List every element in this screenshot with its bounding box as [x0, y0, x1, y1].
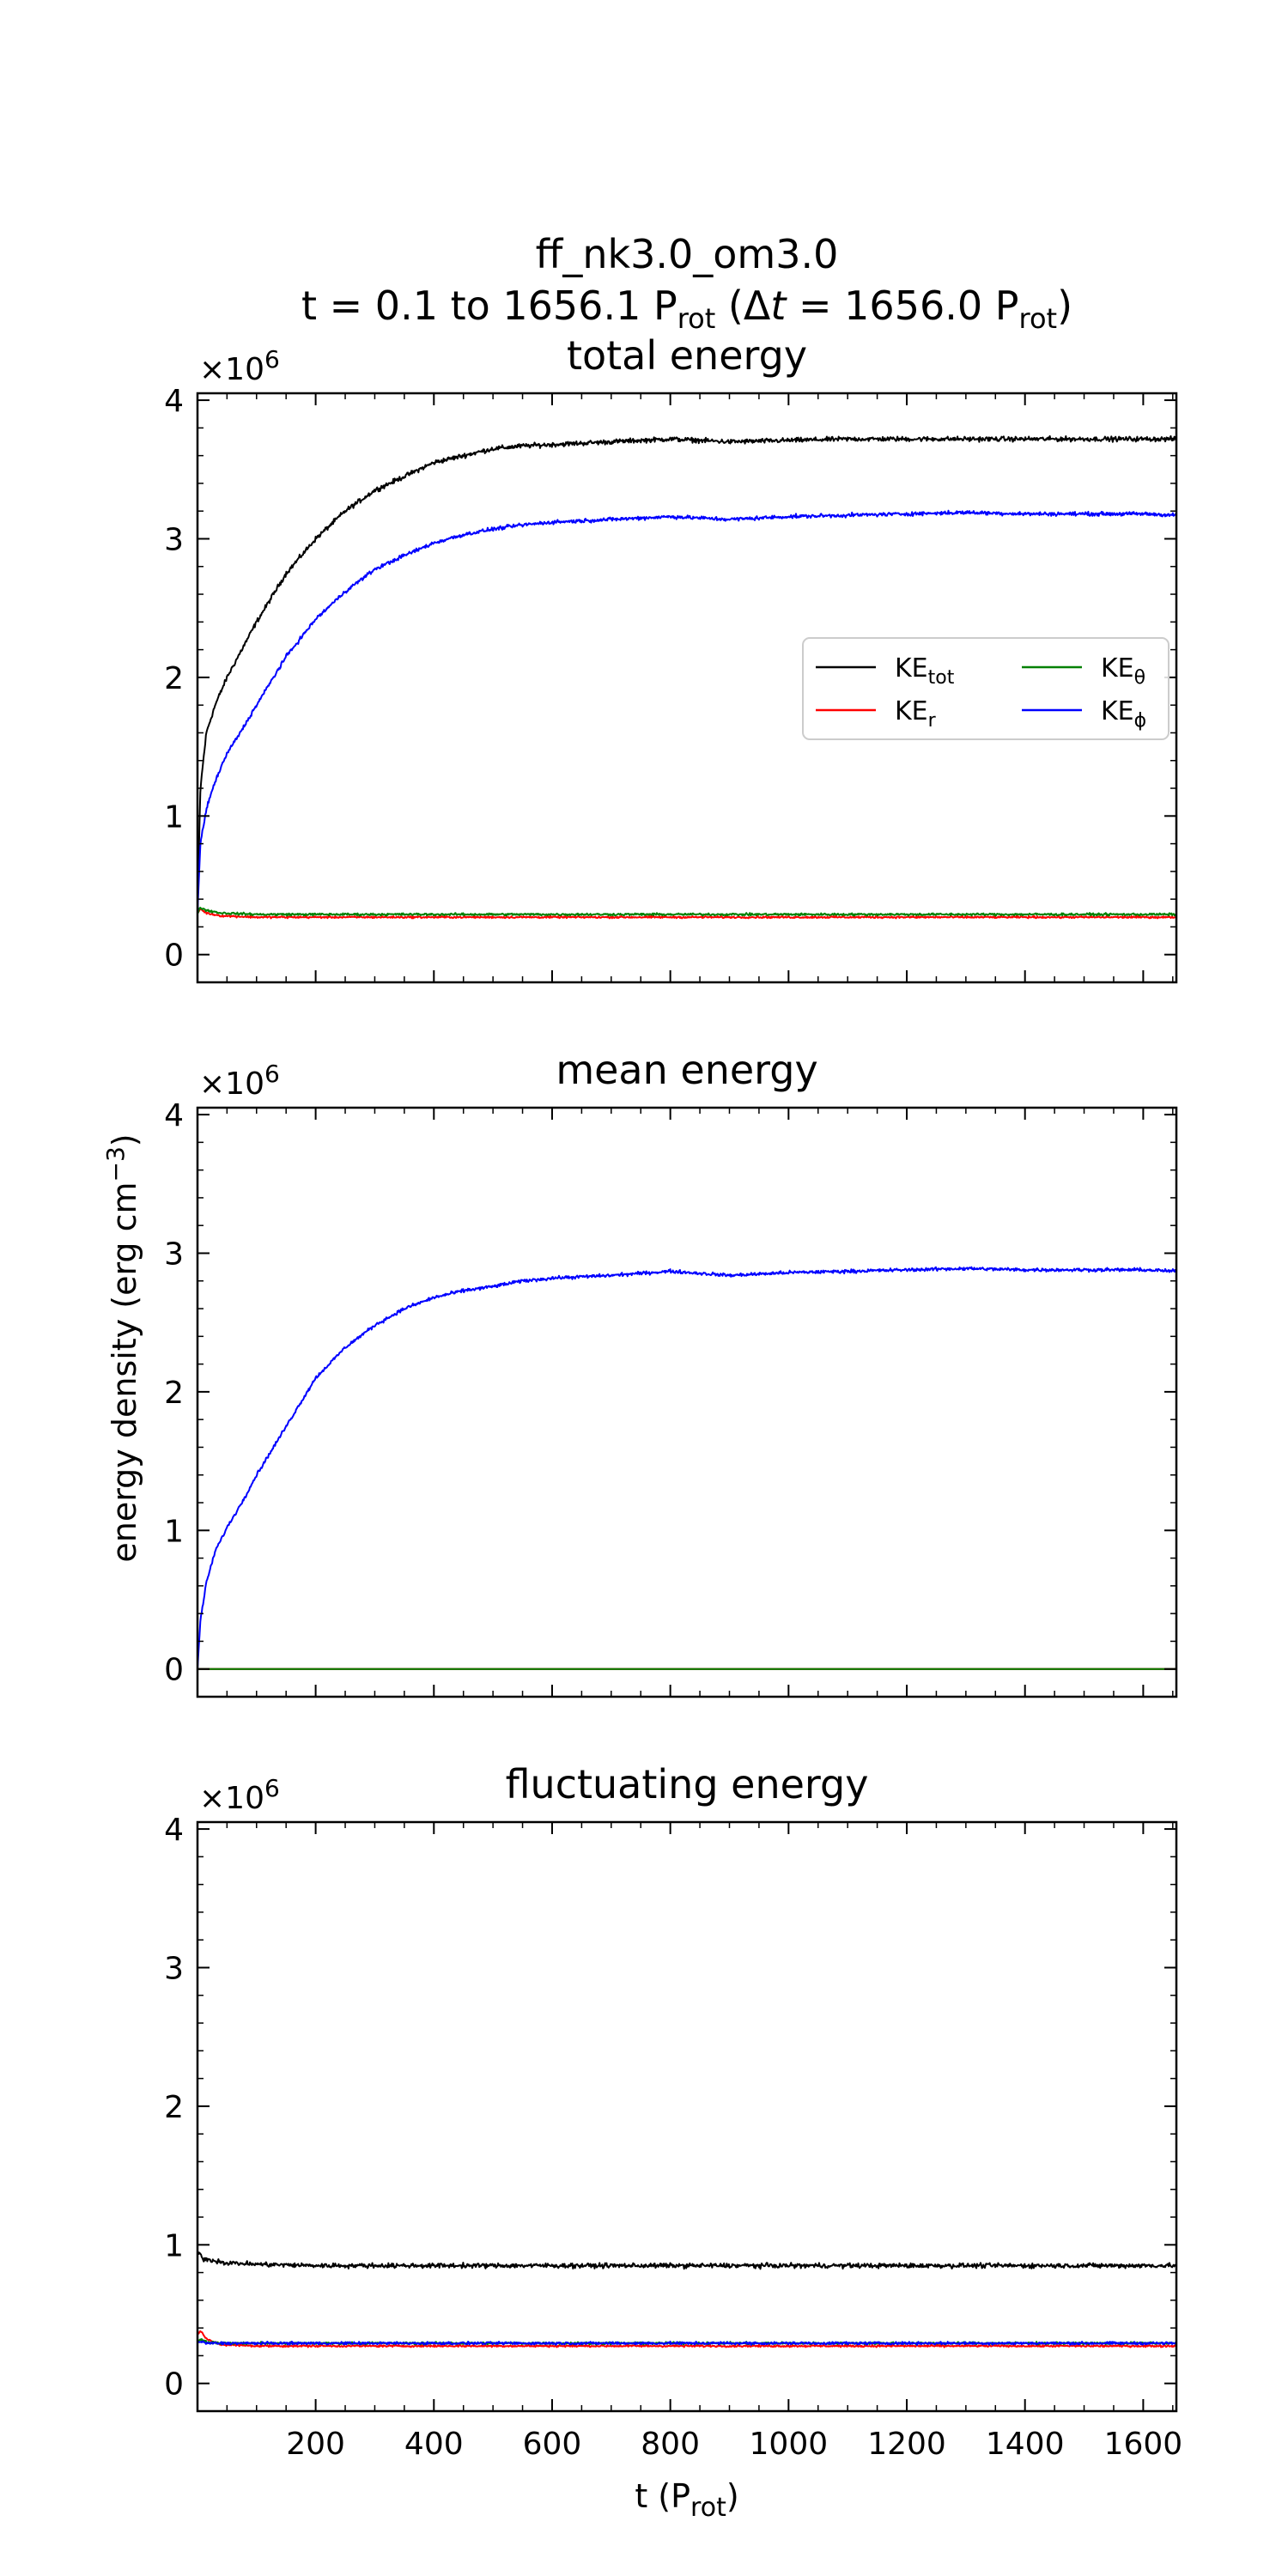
- series-line-tot: [197, 434, 1176, 914]
- legend: KEtot KEθ KEr KEϕ: [802, 637, 1170, 740]
- panel-mean-energy: 0 1 2 3 4: [164, 1098, 1178, 1698]
- multiplier-fluct: ×106: [199, 1774, 280, 1816]
- panel-title-fluct: fluctuating energy: [506, 1761, 869, 1807]
- series-line-phi: [197, 1266, 1176, 1670]
- x-tick-label: 1600: [1104, 2427, 1183, 2462]
- y-tick-label: 1: [164, 1514, 184, 1549]
- y-tick-label: 3: [164, 1951, 184, 1986]
- x-tick-label: 200: [286, 2427, 345, 2462]
- y-tick-label: 4: [164, 384, 184, 419]
- legend-entry-tot: KEtot: [816, 653, 955, 689]
- plot-frame: [196, 1106, 1178, 1698]
- x-tick-label: 1400: [986, 2427, 1065, 2462]
- series-group: [197, 2251, 1176, 2348]
- x-tick-label: 400: [404, 2427, 464, 2462]
- x-tick-label: 800: [641, 2427, 700, 2462]
- series-line-phi: [197, 509, 1176, 914]
- series-line-r: [197, 908, 1176, 920]
- panel-fluctuating-energy: 200 400 600 800 1000 1200 1400 1600 0 1 2 3 4: [164, 1813, 1182, 2462]
- legend-entry-phi: KEϕ: [1022, 696, 1146, 732]
- y-axis-label: energy density (erg cm−3): [101, 1133, 143, 1562]
- svg-text:×106: ×106: [199, 345, 280, 387]
- legend-box: [802, 637, 1170, 740]
- svg-text:×106: ×106: [199, 1060, 280, 1102]
- series-group: [197, 1266, 1176, 1670]
- y-tick-label: 2: [164, 661, 184, 696]
- legend-entry-r: KEr: [816, 696, 937, 732]
- panel-total-energy: 0 1 2 3 4: [164, 384, 1178, 984]
- y-tick-label: 2: [164, 1376, 184, 1411]
- y-tick-label: 4: [164, 1813, 184, 1848]
- y-tick-label: 1: [164, 799, 184, 835]
- svg-text:×106: ×106: [199, 1774, 280, 1816]
- panel-title-mean: mean energy: [556, 1047, 817, 1093]
- x-axis-label: t (Prot): [635, 2477, 738, 2523]
- multiplier-mean: ×106: [199, 1060, 280, 1102]
- y-tick-label: 0: [164, 2367, 184, 2403]
- svg-text:KEθ: KEθ: [1101, 653, 1145, 689]
- series-line-theta: [197, 907, 1176, 917]
- svg-text:KEr: KEr: [895, 696, 937, 732]
- svg-text:KEtot: KEtot: [895, 653, 955, 689]
- plot-frame: [196, 1820, 1178, 2413]
- y-tick-label: 0: [164, 939, 184, 974]
- series-line-phi: [197, 2340, 1176, 2346]
- y-tick-label: 1: [164, 2228, 184, 2263]
- plot-frame: [196, 392, 1178, 984]
- multiplier-total: ×106: [199, 345, 280, 387]
- legend-entry-theta: KEθ: [1022, 653, 1145, 689]
- svg-text:KEϕ: KEϕ: [1101, 696, 1146, 732]
- panel-title-total: total energy: [567, 332, 807, 379]
- x-tick-label: 600: [523, 2427, 582, 2462]
- series-line-tot: [197, 2251, 1176, 2270]
- x-tick-label: 1200: [867, 2427, 946, 2462]
- y-tick-label: 2: [164, 2090, 184, 2125]
- series-line-r: [197, 2330, 1176, 2348]
- figure-title-line2: t = 0.1 to 1656.1 Prot (Δt = 1656.0 Prot…: [301, 283, 1072, 335]
- x-tick-label: 1000: [750, 2427, 829, 2462]
- y-tick-label: 3: [164, 1236, 184, 1272]
- y-tick-label: 4: [164, 1098, 184, 1133]
- y-tick-label: 3: [164, 522, 184, 557]
- series-group: [197, 434, 1176, 920]
- y-tick-label: 0: [164, 1653, 184, 1688]
- figure-title-line1: ff_nk3.0_om3.0: [536, 231, 839, 277]
